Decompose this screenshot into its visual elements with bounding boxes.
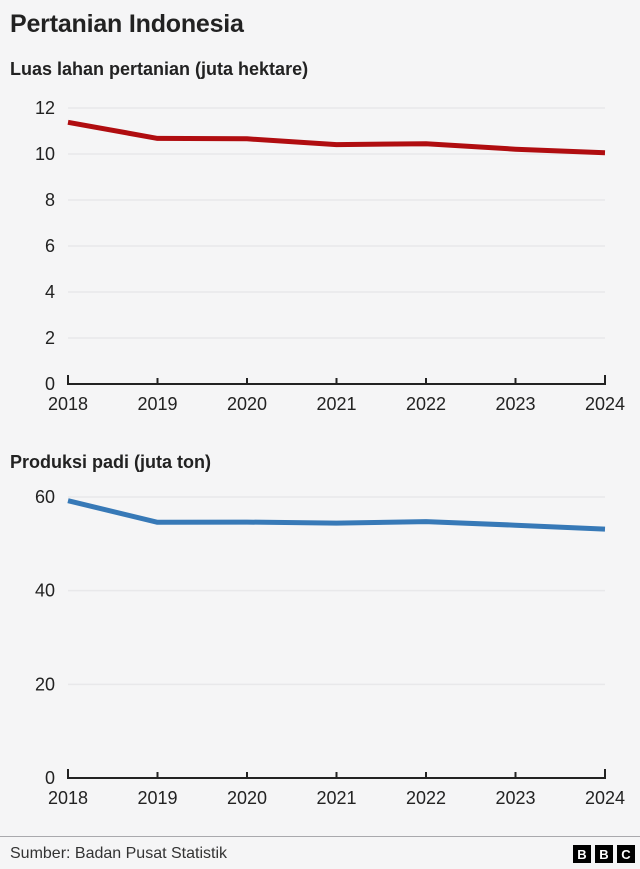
x-axis-tick-label: 2023 [495, 788, 535, 808]
y-axis-tick-label: 6 [45, 236, 55, 256]
y-axis-tick-label: 0 [45, 768, 55, 788]
x-axis-tick-label: 2024 [585, 394, 625, 414]
bbc-logo-letter-c: C [617, 845, 635, 863]
y-axis-tick-label: 10 [35, 144, 55, 164]
data-line-land-area [67, 119, 606, 156]
y-axis-tick-label: 12 [35, 98, 55, 118]
y-axis-tick-label: 40 [35, 581, 55, 601]
y-axis-tick-label: 2 [45, 328, 55, 348]
x-axis-tick-label: 2022 [406, 788, 446, 808]
x-axis-tick-label: 2020 [227, 394, 267, 414]
footer-divider [0, 836, 640, 837]
x-axis-tick-label: 2023 [495, 394, 535, 414]
bbc-logo: B B C [573, 845, 635, 863]
x-axis-tick-label: 2024 [585, 788, 625, 808]
bbc-logo-letter-b1: B [573, 845, 591, 863]
x-axis-tick-label: 2018 [48, 394, 88, 414]
line-chart-rice-production: 0 20 40 60 2018 2019 2020 2021 2022 2023 2024 [35, 487, 625, 808]
chart-subtitle-land-area: Luas lahan pertanian (juta hektare) [10, 59, 309, 79]
chart-subtitle-rice-production: Produksi padi (juta ton) [10, 452, 211, 472]
line-chart-land-area: 0 2 4 6 8 10 12 2018 2019 2020 2021 2022 2023 2024 [35, 98, 625, 414]
x-axis-tick-label: 2020 [227, 788, 267, 808]
y-axis-tick-label: 4 [45, 282, 55, 302]
bbc-logo-letter-b2: B [595, 845, 613, 863]
y-axis-tick-label: 20 [35, 674, 55, 694]
data-line-rice-production [67, 498, 606, 532]
x-axis-tick-label: 2018 [48, 788, 88, 808]
x-axis-tick-label: 2022 [406, 394, 446, 414]
y-axis-tick-label: 60 [35, 487, 55, 507]
x-axis-tick-label: 2021 [316, 788, 356, 808]
y-axis-tick-label: 8 [45, 190, 55, 210]
y-axis-tick-label: 0 [45, 374, 55, 394]
source-text: Sumber: Badan Pusat Statistik [10, 845, 227, 862]
page-title: Pertanian Indonesia [10, 10, 244, 38]
x-axis-tick-label: 2019 [137, 788, 177, 808]
x-axis-tick-label: 2019 [137, 394, 177, 414]
x-axis-tick-label: 2021 [316, 394, 356, 414]
